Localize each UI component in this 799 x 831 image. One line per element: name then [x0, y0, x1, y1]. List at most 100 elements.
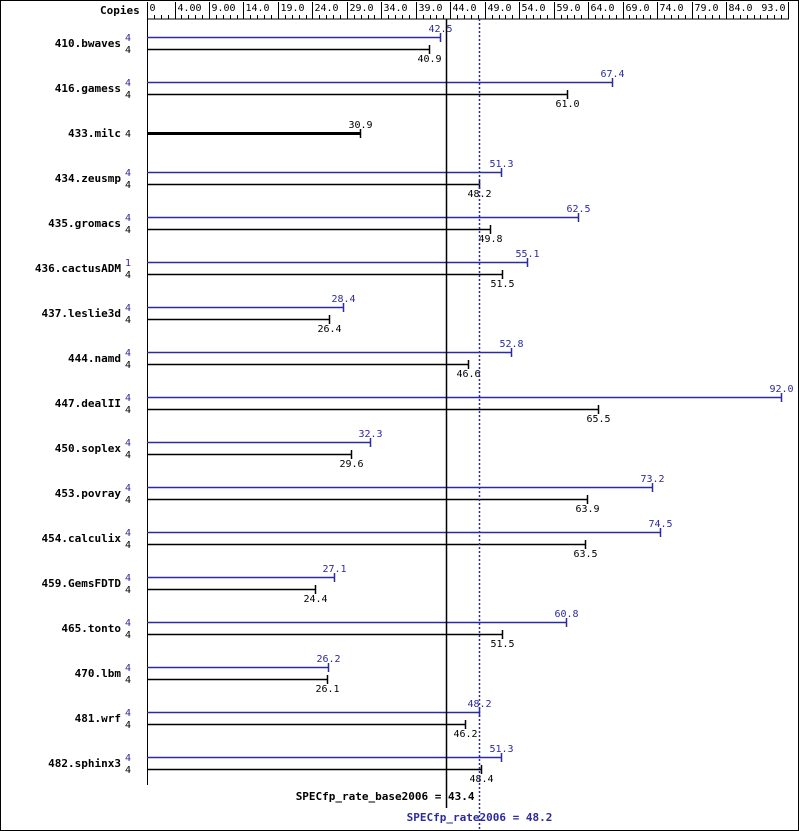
peak-value-label: 32.3	[358, 429, 382, 440]
benchmark-name: 482.sphinx3	[48, 757, 121, 770]
base-copies-label: 4	[125, 585, 131, 596]
x-tick-label: 34.0	[384, 3, 408, 14]
peak-copies-label: 4	[125, 438, 131, 449]
benchmark-name: 453.povray	[55, 487, 122, 500]
x-tick-label: 79.0	[695, 3, 719, 14]
peak-copies-label: 4	[125, 348, 131, 359]
peak-copies-label: 1	[125, 258, 131, 269]
base-value-label: 65.5	[586, 414, 610, 425]
base-copies-label: 4	[125, 450, 131, 461]
x-tick-label: 29.0	[350, 3, 374, 14]
base-copies-label: 4	[125, 180, 131, 191]
benchmark-name: 450.soplex	[55, 442, 122, 455]
peak-copies-label: 4	[125, 303, 131, 314]
benchmark-bars: 410.bwaves 4 42.5 4 40.9 416.gamess 4 67.4 4 61.0…	[35, 24, 794, 785]
base-copies-label: 4	[125, 360, 131, 371]
base-value-label: 51.5	[490, 279, 514, 290]
base-value-label: 40.9	[417, 54, 441, 65]
peak-value-label: 74.5	[648, 519, 672, 530]
peak-copies-label: 4	[125, 663, 131, 674]
peak-copies-label: 4	[125, 708, 131, 719]
base-copies-label: 4	[125, 540, 131, 551]
benchmark-name: 444.namd	[68, 352, 121, 365]
base-copies-label: 4	[125, 45, 131, 56]
x-tick-label: 4.00	[178, 3, 202, 14]
peak-value-label: 62.5	[566, 204, 590, 215]
base-value-label: 63.9	[575, 504, 599, 515]
peak-value-label: 42.5	[428, 24, 452, 35]
peak-value-label: 51.3	[489, 159, 513, 170]
peak-copies-label: 4	[125, 483, 131, 494]
base-mean-label: SPECfp_rate_base2006 = 43.4	[296, 790, 475, 803]
benchmark-name: 447.dealII	[55, 397, 121, 410]
benchmark-name: 437.leslie3d	[42, 307, 121, 320]
x-tick-label: 84.0	[729, 3, 753, 14]
peak-value-label: 51.3	[489, 744, 513, 755]
peak-value-label: 55.1	[515, 249, 539, 260]
peak-copies-label: 4	[125, 213, 131, 224]
base-value-label: 51.5	[490, 639, 514, 650]
x-tick-label: 39.0	[419, 3, 443, 14]
benchmark-name: 410.bwaves	[55, 37, 121, 50]
x-tick-label: 59.0	[557, 3, 581, 14]
x-tick-label: 44.0	[453, 3, 477, 14]
peak-copies-label: 4	[125, 528, 131, 539]
base-value-label: 26.1	[315, 684, 339, 695]
benchmark-name: 433.milc	[68, 127, 121, 140]
base-value-label: 26.4	[317, 324, 341, 335]
peak-copies-label: 4	[125, 78, 131, 89]
x-tick-label: 0	[150, 3, 156, 14]
benchmark-name: 435.gromacs	[48, 217, 121, 230]
base-copies-label: 4	[125, 675, 131, 686]
base-copies-label: 4	[125, 720, 131, 731]
peak-value-label: 60.8	[554, 609, 578, 620]
peak-value-label: 27.1	[322, 564, 346, 575]
base-copies-label: 4	[125, 405, 131, 416]
benchmark-name: 436.cactusADM	[35, 262, 121, 275]
base-value-label: 61.0	[555, 99, 579, 110]
base-copies-label: 4	[125, 630, 131, 641]
peak-copies-label: 4	[125, 573, 131, 584]
benchmark-name: 470.lbm	[75, 667, 122, 680]
benchmark-name: 465.tonto	[61, 622, 121, 635]
x-tick-label: 54.0	[522, 3, 546, 14]
x-tick-label: 19.0	[281, 3, 305, 14]
base-value-label: 30.9	[348, 120, 372, 131]
x-tick-label: 69.0	[626, 3, 650, 14]
base-value-label: 49.8	[478, 234, 502, 245]
base-copies-label: 4	[125, 129, 131, 140]
peak-copies-label: 4	[125, 393, 131, 404]
x-tick-label: 64.0	[591, 3, 615, 14]
x-axis: 0 4.00 9.00 14.0 19.0 24.0 29.0 34.0 39.0 44.0 49.…	[147, 2, 789, 785]
peak-value-label: 73.2	[640, 474, 664, 485]
benchmark-name: 481.wrf	[75, 712, 121, 725]
base-copies-label: 4	[125, 225, 131, 236]
peak-value-label: 52.8	[499, 339, 523, 350]
base-copies-label: 4	[125, 315, 131, 326]
base-value-label: 48.2	[467, 189, 491, 200]
peak-copies-label: 4	[125, 618, 131, 629]
peak-value-label: 92.0	[769, 384, 793, 395]
base-value-label: 29.6	[339, 459, 363, 470]
base-copies-label: 4	[125, 90, 131, 101]
benchmark-name: 434.zeusmp	[55, 172, 122, 185]
peak-value-label: 28.4	[331, 294, 355, 305]
benchmark-name: 454.calculix	[42, 532, 122, 545]
base-value-label: 46.2	[453, 729, 477, 740]
base-value-label: 48.4	[469, 774, 493, 785]
base-copies-label: 4	[125, 495, 131, 506]
benchmark-name: 416.gamess	[55, 82, 121, 95]
peak-copies-label: 4	[125, 753, 131, 764]
base-copies-label: 4	[125, 270, 131, 281]
base-value-label: 46.6	[456, 369, 480, 380]
base-copies-label: 4	[125, 765, 131, 776]
copies-header: Copies	[100, 4, 140, 17]
peak-value-label: 26.2	[316, 654, 340, 665]
x-tick-label: 93.0	[761, 3, 785, 14]
mean-lines: SPECfp_rate_base2006 = 43.4 SPECfp_rate20…	[296, 19, 552, 830]
peak-value-label: 67.4	[600, 69, 624, 80]
x-tick-label: 9.00	[212, 3, 236, 14]
x-tick-label: 24.0	[315, 3, 339, 14]
